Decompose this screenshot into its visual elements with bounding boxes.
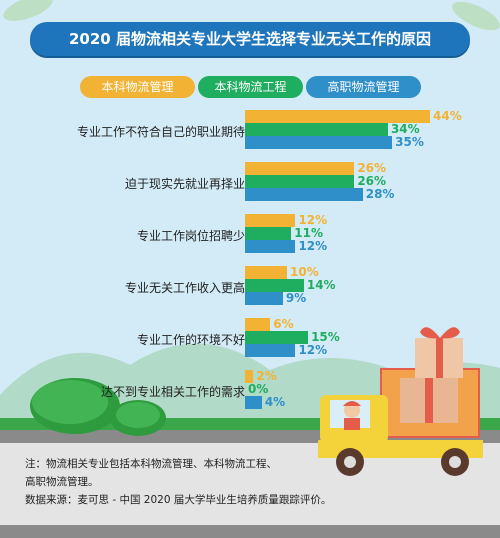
legend-item-undergrad-logistics-management: 本科物流管理 xyxy=(80,76,195,98)
data-label: 12% xyxy=(298,239,328,253)
data-label: 11% xyxy=(294,226,323,240)
legend-label: 本科物流管理 xyxy=(101,80,174,94)
driver-icon xyxy=(343,401,361,430)
bar xyxy=(245,396,262,409)
bar xyxy=(245,188,363,201)
bar xyxy=(245,370,254,383)
category-label: 专业工作的环境不好 xyxy=(136,333,245,347)
category-label: 专业工作不符合自己的职业期待 xyxy=(76,125,245,139)
data-label: 0% xyxy=(248,382,269,396)
leaf-icon xyxy=(3,0,500,31)
bar xyxy=(245,110,430,123)
gift-box-icon xyxy=(400,327,463,423)
legend: 本科物流管理 本科物流工程 高职物流管理 xyxy=(0,76,500,98)
bar xyxy=(245,136,393,149)
bar xyxy=(245,214,296,227)
data-label: 9% xyxy=(285,291,307,305)
note-line: 高职物流管理。 xyxy=(25,476,99,488)
data-label: 12% xyxy=(298,343,328,357)
note-line: 注：物流相关专业包括本科物流管理、本科物流工程、 xyxy=(25,458,277,470)
legend-item-vocational-logistics-management: 高职物流管理 xyxy=(306,76,421,98)
bar xyxy=(245,123,388,136)
data-label: 44% xyxy=(433,109,462,123)
source-line: 数据来源：麦可思 - 中国 2020 届大学毕业生培养质量跟踪评价。 xyxy=(25,494,332,506)
legend-item-undergrad-logistics-engineering: 本科物流工程 xyxy=(198,76,303,98)
page-title: 2020 届物流相关专业大学生选择专业无关工作的原因 xyxy=(69,30,431,48)
data-label: 35% xyxy=(395,135,424,149)
bar xyxy=(245,318,271,331)
bar xyxy=(245,162,355,175)
bar xyxy=(245,279,304,292)
bar xyxy=(245,331,309,344)
delivery-truck-icon xyxy=(318,368,483,476)
category-label: 专业无关工作收入更高 xyxy=(124,281,245,295)
footnote: 注：物流相关专业包括本科物流管理、本科物流工程、 高职物流管理。 数据来源：麦可… xyxy=(25,455,475,509)
data-label: 28% xyxy=(365,187,395,201)
bar xyxy=(245,266,288,279)
category-label: 达不到专业相关工作的需求 xyxy=(100,385,245,399)
data-label: 26% xyxy=(357,161,387,175)
data-label: 12% xyxy=(298,213,328,227)
legend-label: 本科物流工程 xyxy=(214,80,287,94)
bar xyxy=(245,292,283,305)
data-label: 15% xyxy=(311,330,340,344)
legend-label: 高职物流管理 xyxy=(327,80,400,94)
bar xyxy=(245,175,355,188)
bush-icon xyxy=(30,378,166,436)
data-label: 10% xyxy=(290,265,319,279)
category-label: 迫于现实先就业再择业 xyxy=(124,177,245,191)
data-label: 34% xyxy=(390,122,420,136)
data-label: 14% xyxy=(306,278,336,292)
bar xyxy=(245,344,296,357)
data-label: 2% xyxy=(256,369,277,383)
bar xyxy=(245,227,292,240)
data-label: 26% xyxy=(357,174,387,188)
bar xyxy=(245,240,296,253)
data-label: 4% xyxy=(264,395,286,409)
category-label: 专业工作岗位招聘少 xyxy=(136,229,245,243)
data-label: 6% xyxy=(273,317,294,331)
title-banner: 2020 届物流相关专业大学生选择专业无关工作的原因 xyxy=(30,22,470,56)
